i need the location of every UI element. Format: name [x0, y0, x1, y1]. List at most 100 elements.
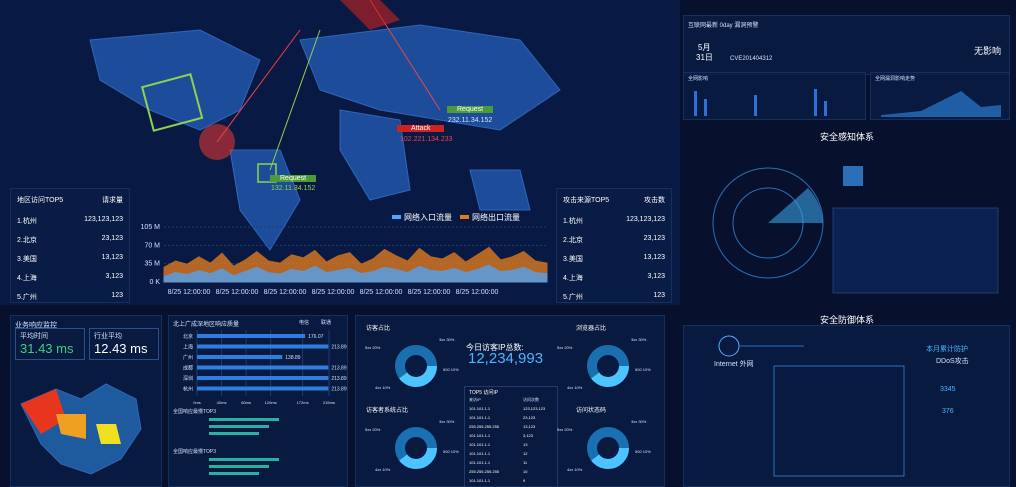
panel-title: 北上广成深地区响应质量	[173, 322, 240, 328]
donut: 5xx 20% 3xx 30% 500 10% 4xx 10%	[365, 419, 459, 472]
donut-title: 访客者系统占比	[366, 408, 409, 414]
y-tick-label: 105 M	[141, 224, 161, 231]
trend-chart: 全网漏洞影响走势	[870, 72, 1010, 120]
row-value: 13,123	[643, 254, 665, 261]
bars	[694, 89, 827, 116]
table-header: 访问次数	[523, 397, 539, 402]
table-header: 请求量	[102, 197, 123, 204]
decor-bar	[209, 465, 269, 468]
visitor-total: 12,234,993	[468, 350, 544, 367]
table-cell: 101.101.1.1	[469, 442, 491, 447]
table-cell: 13	[523, 442, 528, 447]
donut-label: 5xx 20%	[365, 427, 381, 432]
table-cell: 101.101.1.1	[469, 406, 491, 411]
legend-label: 网络入口流量	[404, 212, 452, 222]
donut: 5xx 20% 3xx 30% 500 10% 4xx 10%	[557, 419, 651, 472]
bars: 0ms 40ms 80ms 120ms 172ms 215ms 北京 176.07 上海 213.…	[183, 330, 347, 405]
row-value: 3,123	[105, 273, 123, 280]
china-map	[20, 383, 142, 475]
month: 5月	[698, 43, 711, 52]
item: 3345	[940, 386, 956, 393]
row-value: 23,123	[101, 235, 123, 242]
bar	[197, 355, 283, 359]
table-cell: 101.101.1.1	[469, 415, 491, 420]
donut-label: 5xx 20%	[365, 345, 381, 350]
table-cell: 13,123	[523, 424, 536, 429]
table-cell: 255.255.255.255	[469, 424, 500, 429]
marker-tag: Request	[270, 175, 317, 182]
decor-bars	[209, 418, 279, 435]
row-label: 2.北京	[563, 237, 583, 244]
bar	[197, 334, 306, 338]
y-tick-label: 35 M	[144, 261, 160, 268]
monitor-panel: 业务响应监控 平均时间 31.43 ms 行业平均 12.43 ms	[10, 315, 162, 487]
table-cell: 23,123	[523, 415, 536, 420]
donut-label: 5xx 20%	[557, 345, 573, 350]
row-value: 123,123,123	[84, 216, 123, 223]
row-value: 123,123,123	[626, 216, 665, 223]
marker-ip: 232.11.34.152	[448, 117, 493, 124]
marker-ip: 132.11.34.152	[271, 185, 316, 192]
table-cell: 123,123,123	[523, 406, 546, 411]
donut-title: 浏览器占比	[576, 326, 607, 332]
table-cell: 11	[523, 460, 528, 465]
table-title: TOP5 访问IP	[469, 390, 499, 396]
category-label: 杭州	[183, 386, 193, 393]
table-cell: 9	[523, 478, 526, 483]
row-value: 3,123	[647, 273, 665, 280]
ring-highlight	[395, 345, 437, 387]
center-panel: 今日访客IP总数: 12,234,993 TOP5 访问IP 来访IP 访问次数 10…	[355, 315, 665, 487]
value: 31.43 ms	[20, 341, 74, 356]
x-tick-label: 40ms	[217, 400, 227, 405]
topology	[718, 335, 905, 477]
x-tick-label: 8/25 12:00:00	[456, 289, 499, 296]
bar	[197, 365, 329, 370]
x-tick-label: 8/25 12:00:00	[264, 289, 307, 296]
legend-swatch	[392, 215, 401, 219]
value: 12.43 ms	[94, 341, 148, 356]
ip-table: TOP5 访问IP 来访IP 访问次数 101.101.1.1 123,123,123 1…	[464, 386, 558, 487]
cve: CVE201404312	[730, 56, 773, 62]
x-tick-label: 172ms	[297, 400, 309, 405]
donut-label: 500 10%	[443, 367, 459, 372]
legend-swatch	[460, 215, 469, 219]
internet-label: Internet 外网	[714, 361, 754, 368]
avg-box: 平均时间 31.43 ms	[15, 328, 85, 360]
item: 376	[942, 408, 954, 415]
table-cell: 12	[523, 451, 528, 456]
donut-label: 3xx 30%	[439, 419, 455, 424]
donut-label: 500 10%	[443, 449, 459, 454]
x-tick-label: 120ms	[265, 400, 277, 405]
table-cell: 10	[523, 469, 528, 474]
donut-label: 4xx 10%	[567, 467, 583, 472]
decor-bar	[209, 425, 269, 428]
ring-highlight	[587, 427, 629, 469]
radar-panel	[712, 166, 999, 294]
marker-ip: 102.221.134.233	[400, 136, 453, 143]
row-value: 13,123	[101, 254, 123, 261]
section-title: 安全感知体系	[820, 132, 875, 142]
x-tick-label: 8/25 12:00:00	[216, 289, 259, 296]
y-tick-label: 0 K	[149, 279, 160, 286]
table-cell: 101.101.1.1	[469, 433, 491, 438]
value-label: 213.89	[331, 387, 347, 393]
traffic-chart: 0 K 35 M 70 M 105 M 8/25 12:00:00 8/25 12:00:…	[141, 212, 548, 296]
item: DDoS攻击	[936, 358, 969, 365]
label: 行业平均	[94, 333, 122, 340]
value-label: 213.89	[331, 345, 347, 351]
row-label: 1.杭州	[563, 218, 583, 225]
row-label: 1.杭州	[17, 218, 37, 225]
donut-label: 3xx 30%	[631, 337, 647, 342]
table-cell: 255.255.255.255	[469, 469, 500, 474]
defense-panel: Internet 外网 本月累计防护 DDoS攻击 3345 376	[683, 325, 1010, 487]
section-title: 安全防御体系	[820, 315, 875, 325]
x-tick-label: 0ms	[193, 400, 201, 405]
donut-label: 5xx 20%	[557, 427, 573, 432]
x-tick-label: 8/25 12:00:00	[168, 289, 211, 296]
donut-label: 500 10%	[635, 367, 651, 372]
alert-panel: 互联网最新 0day 漏洞预警 5月 31日 CVE201404312 无影响	[683, 15, 1010, 75]
category-label: 成都	[183, 365, 193, 372]
row-label: 4.上海	[563, 275, 583, 282]
row-value: 23,123	[643, 235, 665, 242]
